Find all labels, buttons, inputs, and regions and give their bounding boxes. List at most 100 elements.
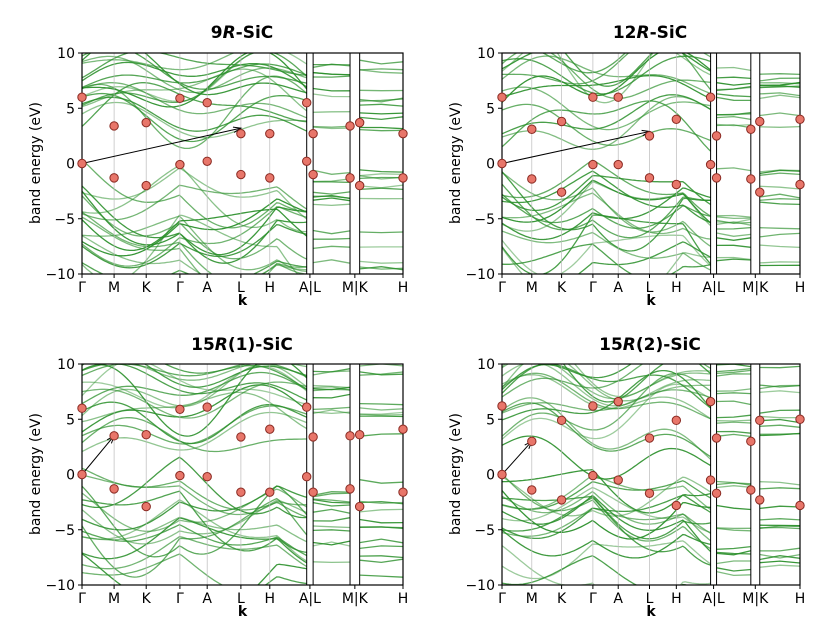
band-line (759, 518, 800, 521)
band-line (502, 529, 711, 559)
cbm-marker (671, 114, 682, 125)
y-tick-label: 10 (57, 46, 75, 62)
band-line (759, 125, 800, 128)
cbm-marker (746, 436, 756, 447)
band-line (502, 545, 711, 585)
band-line (759, 564, 800, 568)
band-lines (502, 364, 800, 585)
band-line (716, 482, 751, 486)
band-line (359, 260, 403, 264)
band-line (716, 368, 751, 373)
y-tick-label: −10 (45, 267, 75, 283)
cbm-marker (354, 430, 365, 440)
cbm-marker (236, 128, 246, 139)
x-tick-label: A|L (703, 591, 725, 607)
band-line (313, 517, 351, 522)
band-line (716, 232, 751, 237)
band-line (359, 407, 403, 411)
band-line (502, 364, 711, 402)
band-line (716, 237, 751, 241)
vbm-marker (265, 487, 275, 497)
y-tick-label: 5 (66, 101, 75, 117)
band-line (759, 555, 800, 561)
cbm-marker (711, 433, 722, 443)
band-line (313, 48, 350, 49)
x-tick-label: K (142, 280, 152, 296)
transition-arrow (81, 435, 115, 475)
band-line (716, 256, 751, 261)
band-line (716, 86, 751, 91)
x-tick-label: A|L (299, 591, 321, 607)
band-line (502, 476, 711, 517)
x-tick-label: M (526, 591, 538, 607)
band-line (312, 63, 351, 68)
band-line (359, 175, 403, 180)
vbm-marker (345, 484, 355, 494)
band-line (313, 386, 351, 391)
vbm-marker (302, 472, 312, 482)
x-tick-label: M (108, 591, 120, 607)
band-line (360, 359, 403, 360)
band-line (716, 504, 751, 511)
band-line (313, 498, 351, 504)
band-line (359, 518, 403, 524)
band-line (502, 364, 712, 409)
cbm-marker (398, 128, 408, 139)
x-tick-label: Γ (589, 591, 597, 607)
y-tick-label: 5 (66, 412, 75, 428)
vbm-marker (613, 159, 623, 170)
segment-gap (750, 364, 760, 585)
band-line (359, 545, 403, 550)
y-tick-label: 0 (486, 157, 495, 173)
band-line (502, 243, 711, 274)
band-line (716, 226, 751, 230)
band-line (312, 169, 351, 175)
cbm-marker (202, 402, 212, 412)
band-line (359, 371, 403, 376)
band-line (502, 364, 711, 407)
x-tick-label: M|K (342, 591, 369, 607)
band-line (359, 128, 403, 132)
band-line (716, 66, 751, 72)
band-line (313, 111, 351, 113)
band-line (82, 53, 235, 71)
vbm-marker (77, 469, 87, 480)
band-line (502, 435, 711, 480)
band-line (82, 158, 307, 229)
band-line (716, 86, 751, 91)
x-tick-label: H (671, 280, 682, 296)
vbm-marker (746, 174, 756, 184)
band-line (759, 185, 800, 190)
band-line (313, 194, 351, 200)
y-axis-label: band energy (eV) (448, 102, 464, 224)
vbm-marker (497, 158, 507, 169)
band-line (502, 100, 712, 152)
band-line (360, 50, 403, 51)
band-line (502, 241, 711, 274)
cbm-marker (109, 431, 119, 441)
cbm-marker (497, 92, 507, 102)
x-tick-label: A|L (703, 280, 725, 296)
band-line (759, 553, 800, 559)
band-line (313, 525, 351, 529)
band-line (716, 392, 751, 395)
band-line (716, 550, 751, 556)
band-line (759, 415, 800, 419)
band-line (759, 424, 800, 428)
band-line (359, 433, 403, 437)
segment-gap (710, 364, 717, 585)
vbm-marker (644, 488, 655, 498)
band-line (312, 541, 351, 547)
vbm-marker (398, 173, 408, 183)
band-line (716, 414, 751, 419)
band-line (502, 555, 689, 585)
y-tick-label: −10 (45, 578, 75, 594)
band-line (82, 55, 307, 94)
x-tick-label: H (795, 591, 806, 607)
band-line (716, 527, 751, 530)
band-line (313, 259, 351, 264)
vbm-marker (354, 180, 365, 191)
band-line (759, 409, 800, 414)
